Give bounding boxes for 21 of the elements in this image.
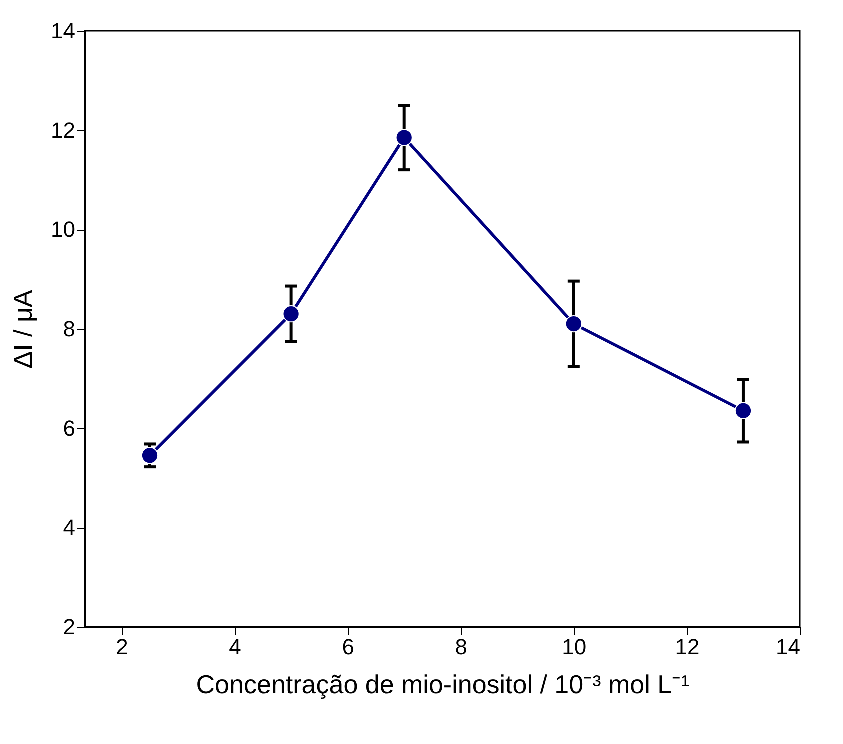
x-axis-title: Concentração de mio-inositol / 10⁻³ mol L⁻¹ [196,670,690,700]
x-tick-label: 6 [342,634,354,660]
x-tick-label: 4 [229,634,242,660]
x-tick-label: 2 [116,634,128,660]
y-tick-label: 6 [63,416,76,441]
y-tick-label: 2 [63,614,76,640]
y-tick-label: 10 [51,217,76,242]
x-tick-label: 10 [562,634,587,660]
point [282,306,300,323]
point [565,315,582,333]
y-axis-title: ΔI / μA [8,290,38,369]
x-tick-label: 12 [675,634,700,660]
x-tick-label: 8 [455,634,468,660]
y-tick-label: 8 [63,316,76,342]
x-tick-label: 14 [776,634,800,660]
point [396,129,413,146]
y-tick-label: 14 [51,18,76,44]
point [734,402,752,420]
y-tick-label: 12 [51,118,76,143]
point [141,447,159,464]
y-tick-label: 4 [63,515,76,540]
